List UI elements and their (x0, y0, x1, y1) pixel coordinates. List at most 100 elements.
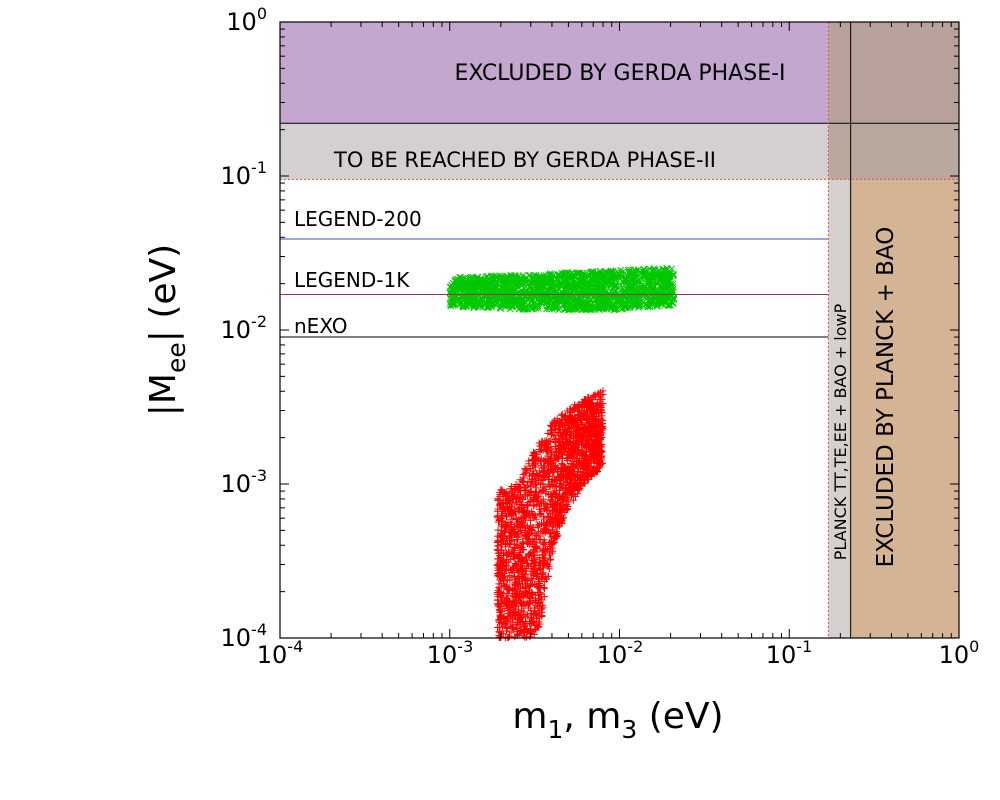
data-point (575, 302, 582, 310)
data-point (670, 271, 678, 278)
series-green-band (446, 264, 678, 314)
data-point (573, 269, 581, 277)
data-point (541, 276, 548, 284)
data-point (505, 632, 513, 640)
data-point (495, 296, 502, 303)
label-legend-200: LEGEND-200 (294, 207, 422, 231)
data-point (470, 302, 478, 310)
data-point (470, 283, 477, 290)
data-point (518, 297, 526, 304)
data-point (489, 273, 497, 281)
data-point (669, 299, 677, 307)
data-point (452, 278, 460, 285)
region-planck-bao (850, 179, 959, 639)
label-planck-lowp: PLANCK TT,TE,EE + BAO + lowP (831, 303, 850, 560)
data-point (634, 287, 642, 295)
data-point (535, 305, 542, 312)
data-point (528, 305, 535, 313)
x-tick-label: 100 (939, 637, 980, 669)
data-point (639, 284, 647, 291)
data-point (506, 305, 514, 313)
data-point (577, 290, 585, 298)
x-tick-label: 10-4 (257, 637, 304, 669)
data-point (497, 305, 505, 312)
data-point (569, 272, 577, 280)
region-planck-lowp (828, 179, 851, 639)
label-gerda-phase1: EXCLUDED BY GERDA PHASE-I (454, 61, 785, 86)
scatter-points (446, 264, 678, 642)
label-planck-bao: EXCLUDED BY PLANCK + BAO (873, 227, 899, 568)
data-point (483, 285, 491, 293)
data-point (637, 302, 644, 310)
data-point (606, 303, 614, 311)
data-point (592, 270, 600, 278)
data-point (525, 276, 532, 284)
data-point (488, 294, 496, 301)
data-point (482, 273, 489, 281)
data-point (548, 279, 556, 287)
data-point (629, 301, 637, 309)
label-nexo: nEXO (294, 314, 347, 338)
data-point (620, 299, 628, 307)
data-point (621, 287, 629, 295)
data-point (467, 290, 474, 298)
data-point (508, 277, 516, 284)
y-axis-title: |Mee| (eV) (143, 244, 191, 416)
data-point (655, 300, 663, 307)
data-point (492, 284, 500, 291)
data-point (611, 306, 618, 314)
data-point (642, 267, 649, 275)
data-point (458, 275, 466, 283)
data-point (620, 287, 627, 295)
data-point (621, 276, 628, 284)
region-gerda-phase2-overlap (828, 123, 959, 180)
data-point (463, 276, 470, 284)
data-point (569, 270, 577, 278)
y-tick-label: 10-2 (221, 312, 268, 344)
x-axis-title: m1, m3 (eV) (512, 696, 723, 744)
data-point (535, 279, 542, 287)
data-point (569, 282, 577, 290)
data-point (485, 299, 493, 307)
y-tick-label: 10-1 (221, 158, 268, 190)
data-point (661, 271, 669, 278)
data-point (594, 281, 601, 288)
data-point (451, 294, 459, 302)
data-point (609, 271, 617, 279)
data-point (644, 294, 652, 301)
data-point (611, 305, 618, 313)
data-point (554, 276, 561, 284)
data-point (542, 291, 549, 299)
data-point (447, 283, 454, 291)
data-point (490, 297, 498, 305)
label-legend-1k: LEGEND-1K (294, 268, 410, 292)
data-point (522, 275, 530, 283)
data-point (606, 278, 614, 285)
data-point (615, 285, 623, 292)
data-point (517, 303, 525, 311)
y-tick-label: 10-3 (221, 466, 268, 498)
data-point (483, 291, 491, 299)
data-point (569, 304, 577, 312)
data-point (496, 272, 504, 280)
data-point (600, 279, 608, 287)
data-point (580, 306, 587, 313)
data-point (626, 266, 634, 274)
data-point (547, 297, 555, 305)
data-point (512, 279, 520, 287)
data-point (615, 274, 623, 282)
data-point (666, 273, 673, 281)
data-point (492, 281, 499, 288)
data-point (511, 298, 519, 306)
data-point (546, 302, 554, 310)
x-tick-label: 10-1 (766, 637, 813, 669)
data-point (656, 298, 663, 306)
data-point (653, 294, 661, 302)
data-point (546, 270, 554, 277)
data-point (641, 284, 649, 291)
data-point (576, 273, 584, 281)
data-point (476, 297, 484, 304)
data-point (580, 273, 588, 280)
data-point (464, 288, 472, 296)
